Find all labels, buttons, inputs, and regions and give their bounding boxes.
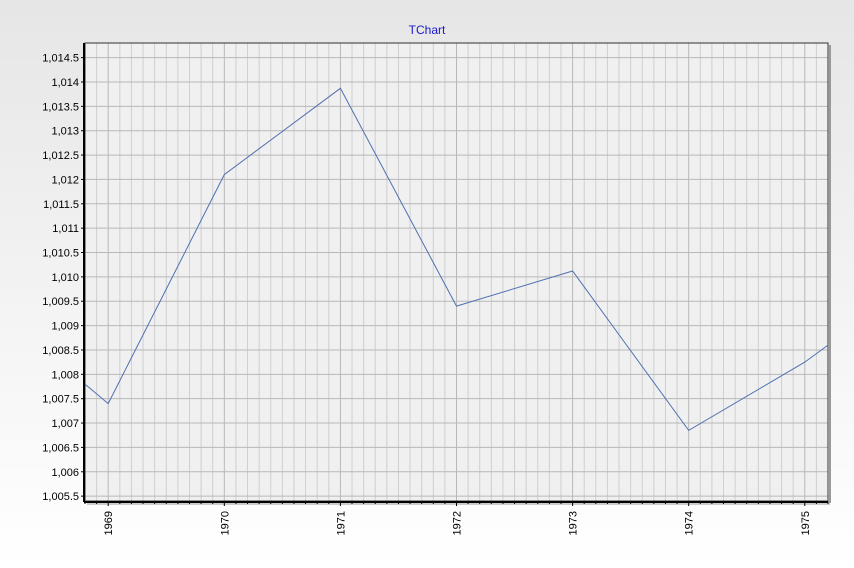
y-tick-label: 1,014: [51, 77, 79, 89]
y-tick-label: 1,010.5: [42, 248, 79, 260]
x-tick-label: 1974: [684, 511, 696, 535]
y-tick-label: 1,005.5: [42, 491, 79, 503]
x-tick-label: 1969: [103, 511, 115, 535]
y-tick-label: 1,009: [51, 321, 79, 333]
y-tick-label: 1,008: [51, 369, 79, 381]
y-tick-label: 1,009.5: [42, 296, 79, 308]
y-tick-label: 1,014.5: [42, 53, 79, 65]
y-tick-label: 1,006: [51, 467, 79, 479]
chart-title: TChart: [409, 23, 446, 37]
grid: [84, 43, 829, 501]
y-tick-label: 1,012.5: [42, 150, 79, 162]
y-tick-label: 1,010: [51, 272, 79, 284]
x-tick-label: 1970: [219, 511, 231, 535]
series-line: [84, 87, 829, 432]
y-tick-label: 1,008.5: [42, 345, 79, 357]
y-tick-label: 1,013: [51, 126, 79, 138]
y-tick-label: 1,011: [52, 223, 79, 235]
x-axis: 1969 1970 1971 1972 1973 1974 1975: [84, 501, 829, 535]
x-tick-label: 1975: [800, 511, 812, 535]
x-tick-label: 1972: [452, 511, 464, 535]
y-tick-label: 1,007.5: [42, 394, 79, 406]
y-tick-label: 1,012: [51, 174, 79, 186]
y-axis: 1,005.5 1,006 1,006.5 1,007 1,007.5 1,008 1,00…: [42, 53, 85, 503]
series-layer: [84, 87, 829, 432]
x-tick-label: 1973: [568, 511, 580, 535]
y-tick-label: 1,006.5: [42, 442, 79, 454]
y-tick-label: 1,013.5: [42, 101, 79, 113]
y-tick-label: 1,011.5: [43, 199, 79, 211]
y-tick-label: 1,007: [51, 418, 79, 430]
x-tick-label: 1971: [335, 511, 347, 535]
